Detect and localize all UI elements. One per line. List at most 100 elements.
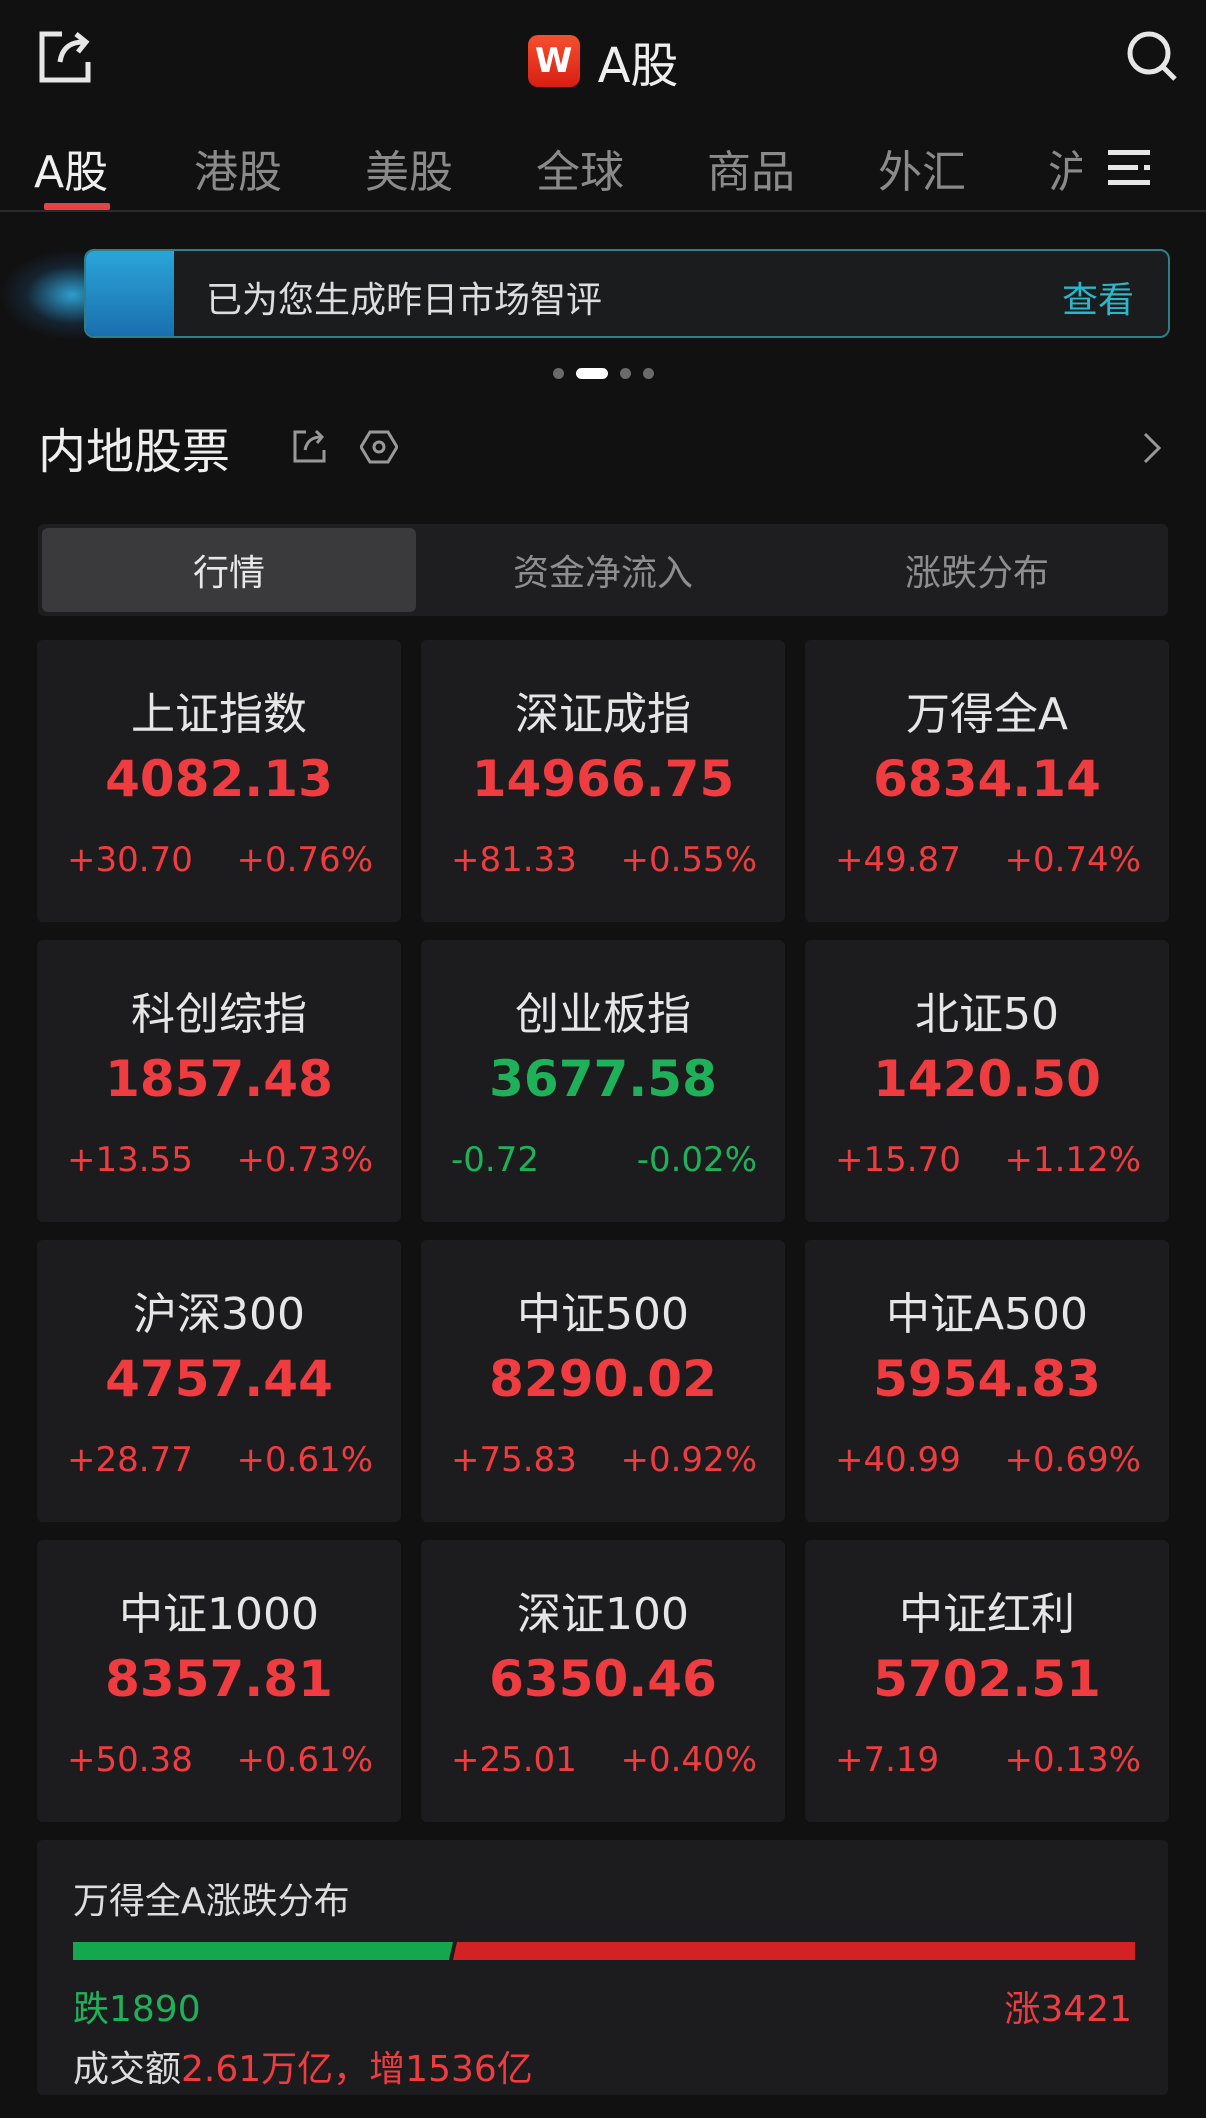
index-card[interactable]: 沪深300 4757.44 +28.77 +0.61% xyxy=(37,1240,401,1522)
index-card[interactable]: 上证指数 4082.13 +30.70 +0.76% xyxy=(37,640,401,922)
index-change-pct: +0.69% xyxy=(1004,1440,1142,1480)
index-change-pct: +0.55% xyxy=(620,840,758,880)
index-change-pct: -0.02% xyxy=(636,1140,757,1180)
page-title: A股 xyxy=(597,38,679,94)
index-change: -0.72 xyxy=(451,1140,539,1180)
index-price: 1420.50 xyxy=(873,1050,1101,1108)
index-name: 中证1000 xyxy=(119,1589,319,1640)
app-title: W A股 xyxy=(0,26,1206,96)
index-change: +40.99 xyxy=(835,1440,961,1480)
index-name: 北证50 xyxy=(915,989,1059,1040)
tab-a-shares[interactable]: A股 xyxy=(34,147,109,198)
view-segment-control: 行情 资金净流入 涨跌分布 xyxy=(38,524,1168,616)
advance-bar-segment xyxy=(452,1942,1135,1960)
index-name: 创业板指 xyxy=(515,989,691,1040)
index-change-pct: +0.74% xyxy=(1004,840,1142,880)
index-card[interactable]: 深证100 6350.46 +25.01 +0.40% xyxy=(421,1540,785,1822)
carousel-dot[interactable] xyxy=(642,368,654,379)
index-change-pct: +0.61% xyxy=(236,1440,374,1480)
segment-net-inflow[interactable]: 资金净流入 xyxy=(512,553,693,594)
tab-commodities[interactable]: 商品 xyxy=(707,147,795,198)
index-name: 上证指数 xyxy=(131,689,307,740)
advance-decline-card[interactable]: 万得全A涨跌分布 跌1890 涨3421 成交额2.61万亿，增1536亿 xyxy=(37,1840,1168,2095)
tab-us-stocks[interactable]: 美股 xyxy=(365,147,453,198)
carousel-dot[interactable] xyxy=(552,368,564,379)
index-change-pct: +0.13% xyxy=(1004,1740,1142,1780)
wind-logo: W xyxy=(527,35,580,87)
index-name: 科创综指 xyxy=(131,989,307,1040)
index-change-pct: +0.76% xyxy=(236,840,374,880)
tab-hk-stocks[interactable]: 港股 xyxy=(194,147,282,198)
index-card[interactable]: 中证1000 8357.81 +50.38 +0.61% xyxy=(37,1540,401,1822)
index-change-pct: +1.12% xyxy=(1004,1140,1142,1180)
index-price: 14966.75 xyxy=(471,750,735,808)
turnover: 成交额2.61万亿，增1536亿 xyxy=(73,2040,533,2092)
carousel-dots xyxy=(0,368,1206,379)
index-card[interactable]: 创业板指 3677.58 -0.72 -0.02% xyxy=(421,940,785,1222)
index-card[interactable]: 中证500 8290.02 +75.83 +0.92% xyxy=(421,1240,785,1522)
index-price: 6834.14 xyxy=(873,750,1101,808)
index-card[interactable]: 万得全A 6834.14 +49.87 +0.74% xyxy=(805,640,1169,922)
turnover-label: 成交额 xyxy=(73,2049,182,2090)
tab-more-partial[interactable]: 沪 xyxy=(1048,147,1082,198)
advance-count: 涨3421 xyxy=(1004,1989,1132,2030)
index-change: +28.77 xyxy=(67,1440,193,1480)
ai-review-banner[interactable]: 已为您生成昨日市场智评 查看 xyxy=(84,249,1170,338)
index-price: 4082.13 xyxy=(105,750,333,808)
view-button[interactable]: 查看 xyxy=(1061,280,1134,321)
index-change: +49.87 xyxy=(835,840,961,880)
turnover-value: 2.61万亿，增1536亿 xyxy=(181,2049,533,2090)
decline-count: 跌1890 xyxy=(73,1989,201,2030)
index-price: 8357.81 xyxy=(105,1650,333,1708)
index-change: +75.83 xyxy=(451,1440,577,1480)
index-card[interactable]: 中证红利 5702.51 +7.19 +0.13% xyxy=(805,1540,1169,1822)
index-change-pct: +0.40% xyxy=(620,1740,758,1780)
index-name: 深证100 xyxy=(517,1589,689,1640)
chevron-right-icon[interactable] xyxy=(1140,430,1164,466)
settings-hex-icon[interactable] xyxy=(360,428,398,466)
index-card[interactable]: 科创综指 1857.48 +13.55 +0.73% xyxy=(37,940,401,1222)
market-tabs: A股 港股 美股 全球 商品 外汇 沪 xyxy=(0,136,1206,212)
index-card[interactable]: 中证A500 5954.83 +40.99 +0.69% xyxy=(805,1240,1169,1522)
index-price: 8290.02 xyxy=(489,1350,717,1408)
index-price: 6350.46 xyxy=(489,1650,717,1708)
index-change-pct: +0.61% xyxy=(236,1740,374,1780)
segment-distribution[interactable]: 涨跌分布 xyxy=(904,553,1049,594)
section-title: 内地股票 xyxy=(38,424,231,480)
banner-accent xyxy=(86,251,174,336)
index-card[interactable]: 北证50 1420.50 +15.70 +1.12% xyxy=(805,940,1169,1222)
advance-decline-bar xyxy=(73,1942,1135,1960)
index-name: 中证500 xyxy=(517,1289,689,1340)
search-icon[interactable] xyxy=(1124,28,1180,84)
index-name: 万得全A xyxy=(905,689,1069,740)
index-price: 1857.48 xyxy=(105,1050,333,1108)
index-name: 沪深300 xyxy=(133,1289,305,1340)
index-change-pct: +0.73% xyxy=(236,1140,374,1180)
index-change: +50.38 xyxy=(67,1740,193,1780)
segment-quotes[interactable]: 行情 xyxy=(42,528,416,612)
index-name: 深证成指 xyxy=(515,689,691,740)
index-change: +13.55 xyxy=(67,1140,193,1180)
index-change: +81.33 xyxy=(451,840,577,880)
tab-forex[interactable]: 外汇 xyxy=(878,147,966,198)
index-change: +25.01 xyxy=(451,1740,577,1780)
index-price: 3677.58 xyxy=(489,1050,717,1108)
banner-glow xyxy=(0,250,90,340)
index-card[interactable]: 深证成指 14966.75 +81.33 +0.55% xyxy=(421,640,785,922)
menu-icon[interactable] xyxy=(1108,148,1154,188)
banner-text: 已为您生成昨日市场智评 xyxy=(206,280,603,321)
index-name: 中证红利 xyxy=(899,1589,1075,1640)
index-price: 4757.44 xyxy=(105,1350,333,1408)
index-price: 5954.83 xyxy=(873,1350,1101,1408)
share-icon[interactable] xyxy=(292,428,328,464)
tab-global[interactable]: 全球 xyxy=(536,147,624,198)
index-change-pct: +0.92% xyxy=(620,1440,758,1480)
index-change: +7.19 xyxy=(835,1740,940,1780)
index-name: 中证A500 xyxy=(885,1289,1089,1340)
distribution-title: 万得全A涨跌分布 xyxy=(73,1881,350,1922)
top-bar: W A股 xyxy=(0,0,1206,110)
carousel-dot[interactable] xyxy=(619,368,631,379)
carousel-dot-active[interactable] xyxy=(575,368,608,379)
index-change: +15.70 xyxy=(835,1140,961,1180)
share-icon[interactable] xyxy=(38,28,94,84)
